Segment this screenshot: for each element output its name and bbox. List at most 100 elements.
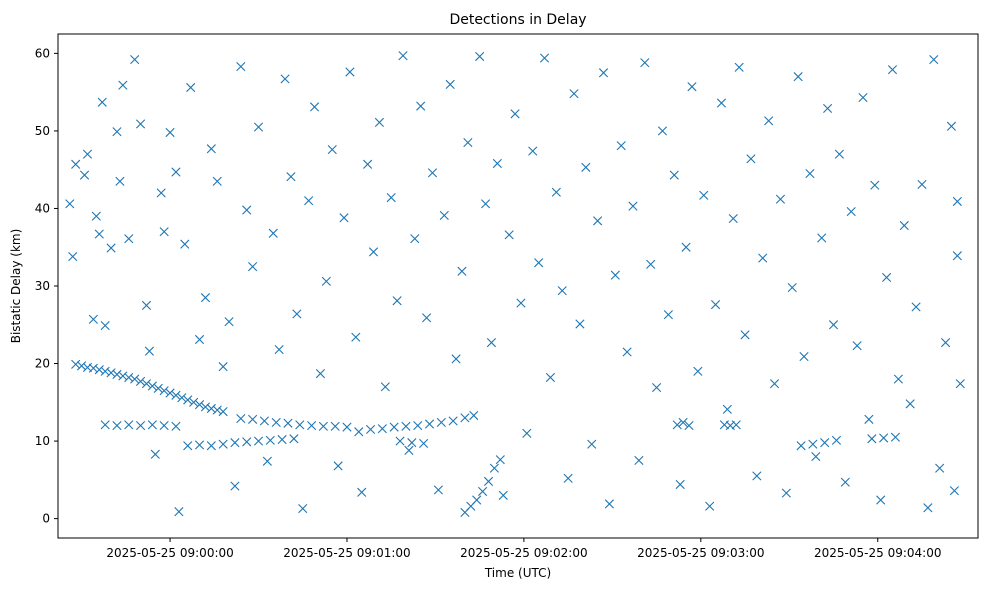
data-point: [112, 127, 122, 137]
data-point: [189, 397, 199, 407]
data-point: [242, 437, 252, 447]
data-point: [811, 451, 821, 462]
data-point: [194, 400, 205, 410]
data-point: [598, 68, 609, 78]
data-point: [510, 109, 520, 119]
data-point: [242, 205, 252, 215]
data-point: [206, 441, 216, 451]
data-point: [395, 436, 405, 446]
data-point: [292, 309, 302, 319]
data-point: [212, 176, 222, 186]
data-point: [634, 455, 644, 466]
data-point: [731, 420, 741, 430]
data-points: [65, 51, 965, 518]
data-point: [404, 445, 414, 455]
data-point: [911, 302, 921, 312]
data-point: [478, 486, 488, 497]
data-point: [68, 251, 78, 262]
data-point: [194, 334, 205, 345]
data-point: [740, 330, 750, 340]
data-point: [646, 259, 656, 269]
data-point: [775, 194, 786, 204]
data-point: [890, 432, 901, 442]
data-point: [923, 503, 933, 513]
data-point: [71, 159, 81, 169]
data-point: [949, 486, 959, 496]
data-point: [419, 438, 429, 448]
data-point: [271, 417, 281, 428]
data-point: [929, 54, 939, 65]
y-tick-label: 20: [35, 357, 50, 371]
x-tick-label: 2025-05-25 09:04:00: [814, 546, 941, 560]
data-point: [422, 313, 432, 323]
data-point: [91, 211, 101, 221]
data-point: [135, 420, 146, 431]
data-point: [472, 495, 482, 505]
y-tick-label: 30: [35, 279, 50, 293]
data-point: [280, 74, 290, 84]
data-point: [183, 395, 193, 405]
data-point: [424, 419, 435, 429]
data-point: [955, 379, 965, 389]
data-point: [218, 362, 228, 372]
data-point: [563, 473, 573, 483]
data-point: [253, 122, 264, 132]
data-point: [793, 72, 803, 82]
data-point: [539, 53, 550, 63]
data-point: [357, 487, 367, 497]
data-point: [952, 251, 962, 261]
data-point: [368, 247, 379, 257]
data-point: [551, 187, 561, 197]
data-point: [286, 172, 296, 182]
plot-frame: [57, 33, 979, 539]
data-point: [171, 390, 181, 400]
data-point: [504, 230, 514, 240]
data-point: [498, 490, 508, 500]
data-point: [230, 438, 240, 448]
data-point: [876, 495, 886, 505]
data-point: [946, 121, 957, 131]
data-point: [174, 507, 184, 517]
data-point: [141, 300, 152, 310]
data-point: [769, 379, 780, 389]
data-point: [88, 363, 98, 373]
data-point: [171, 167, 181, 177]
data-point: [899, 220, 909, 231]
data-point: [354, 427, 364, 437]
data-point: [489, 463, 499, 473]
data-point: [460, 413, 470, 423]
data-point: [640, 58, 650, 68]
x-tick-label: 2025-05-25 09:00:00: [106, 546, 233, 560]
data-point: [469, 410, 479, 421]
data-point: [610, 270, 620, 280]
data-point: [289, 434, 299, 444]
data-point: [805, 168, 815, 179]
data-point: [153, 383, 163, 393]
x-axis-label: Time (UTC): [484, 566, 551, 580]
data-point: [82, 149, 93, 159]
data-point: [200, 402, 211, 412]
data-point: [277, 434, 287, 445]
data-point: [135, 119, 146, 129]
data-point: [392, 296, 402, 306]
data-point: [407, 438, 417, 448]
data-point: [593, 216, 603, 226]
data-point: [321, 276, 331, 286]
data-point: [333, 461, 343, 471]
data-point: [870, 180, 880, 190]
data-point: [94, 229, 104, 239]
y-tick-label: 10: [35, 434, 50, 448]
data-point: [672, 420, 682, 430]
data-point: [194, 440, 205, 450]
x-axis-ticks: 2025-05-25 09:00:00 2025-05-25 09:01:00 20…: [106, 538, 941, 560]
data-point: [840, 477, 850, 487]
data-point: [681, 242, 691, 252]
data-point: [274, 344, 284, 355]
data-point: [147, 420, 157, 430]
data-point: [159, 420, 169, 431]
data-point: [528, 146, 538, 156]
data-point: [823, 103, 833, 114]
data-point: [575, 319, 585, 329]
data-point: [363, 159, 373, 169]
